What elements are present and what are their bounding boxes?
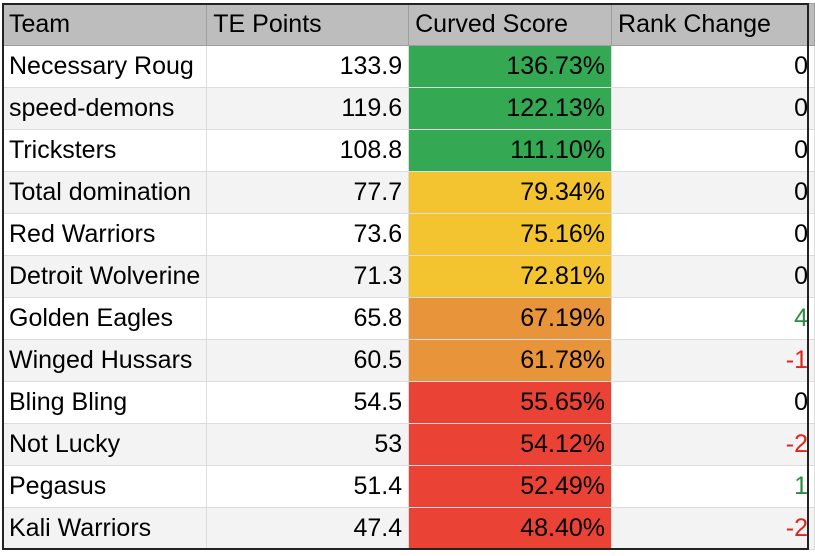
rank-change-cell[interactable]: 0 (611, 129, 815, 172)
te-points-cell[interactable]: 77.7 (206, 171, 410, 214)
header-team[interactable]: Team (1, 3, 208, 46)
table-row: Necessary Roug 133.9 136.73% 0 (1, 45, 815, 88)
table-row: Pegasus 51.4 52.49% 1 (1, 465, 815, 508)
table-row: Red Warriors 73.6 75.16% 0 (1, 213, 815, 256)
table-row: Bling Bling 54.5 55.65% 0 (1, 381, 815, 424)
team-cell[interactable]: Bling Bling (1, 381, 208, 424)
team-cell[interactable]: speed-demons (1, 87, 208, 130)
te-points-cell[interactable]: 108.8 (206, 129, 410, 172)
header-rank-change[interactable]: Rank Change (611, 3, 815, 46)
team-cell[interactable]: Pegasus (1, 465, 208, 508)
curved-score-cell[interactable]: 72.81% (408, 255, 613, 298)
te-points-cell[interactable]: 53 (206, 423, 410, 466)
rank-change-cell[interactable]: -1 (611, 339, 815, 382)
te-points-cell[interactable]: 133.9 (206, 45, 410, 88)
te-points-cell[interactable]: 65.8 (206, 297, 410, 340)
team-cell[interactable]: Not Lucky (1, 423, 208, 466)
rank-change-cell[interactable]: 0 (611, 45, 815, 88)
rank-change-cell[interactable]: 0 (611, 87, 815, 130)
curved-score-cell[interactable]: 54.12% (408, 423, 613, 466)
curved-score-cell[interactable]: 67.19% (408, 297, 613, 340)
header-row: Team TE Points Curved Score Rank Change (1, 3, 815, 46)
rank-change-cell[interactable]: 0 (611, 255, 815, 298)
rank-change-cell[interactable]: 4 (611, 297, 815, 340)
table-row: Winged Hussars 60.5 61.78% -1 (1, 339, 815, 382)
curved-score-cell[interactable]: 79.34% (408, 171, 613, 214)
team-cell[interactable]: Necessary Roug (1, 45, 208, 88)
team-cell[interactable]: Total domination (1, 171, 208, 214)
rank-change-cell[interactable]: 1 (611, 465, 815, 508)
curved-score-cell[interactable]: 48.40% (408, 507, 613, 550)
team-cell[interactable]: Kali Warriors (1, 507, 208, 550)
team-cell[interactable]: Tricksters (1, 129, 208, 172)
curved-score-cell[interactable]: 52.49% (408, 465, 613, 508)
table-row: Golden Eagles 65.8 67.19% 4 (1, 297, 815, 340)
curved-score-cell[interactable]: 61.78% (408, 339, 613, 382)
te-points-cell[interactable]: 71.3 (206, 255, 410, 298)
team-cell[interactable]: Golden Eagles (1, 297, 208, 340)
team-cell[interactable]: Red Warriors (1, 213, 208, 256)
rank-change-cell[interactable]: -2 (611, 507, 815, 550)
rank-change-cell[interactable]: -2 (611, 423, 815, 466)
table-row: Not Lucky 53 54.12% -2 (1, 423, 815, 466)
team-cell[interactable]: Winged Hussars (1, 339, 208, 382)
te-points-cell[interactable]: 47.4 (206, 507, 410, 550)
te-points-cell[interactable]: 60.5 (206, 339, 410, 382)
table-row: Total domination 77.7 79.34% 0 (1, 171, 815, 214)
rank-change-cell[interactable]: 0 (611, 213, 815, 256)
curved-score-cell[interactable]: 122.13% (408, 87, 613, 130)
te-points-cell[interactable]: 119.6 (206, 87, 410, 130)
te-points-cell[interactable]: 73.6 (206, 213, 410, 256)
standings-table: Team TE Points Curved Score Rank Change … (1, 3, 815, 550)
te-points-cell[interactable]: 51.4 (206, 465, 410, 508)
table-row: Kali Warriors 47.4 48.40% -2 (1, 507, 815, 550)
curved-score-cell[interactable]: 111.10% (408, 129, 613, 172)
te-points-cell[interactable]: 54.5 (206, 381, 410, 424)
curved-score-cell[interactable]: 75.16% (408, 213, 613, 256)
team-cell[interactable]: Detroit Wolverine (1, 255, 208, 298)
rank-change-cell[interactable]: 0 (611, 381, 815, 424)
header-te-points[interactable]: TE Points (206, 3, 410, 46)
curved-score-cell[interactable]: 55.65% (408, 381, 613, 424)
curved-score-cell[interactable]: 136.73% (408, 45, 613, 88)
table-row: Detroit Wolverine 71.3 72.81% 0 (1, 255, 815, 298)
header-curved-score[interactable]: Curved Score (408, 3, 613, 46)
table-row: speed-demons 119.6 122.13% 0 (1, 87, 815, 130)
table-row: Tricksters 108.8 111.10% 0 (1, 129, 815, 172)
rank-change-cell[interactable]: 0 (611, 171, 815, 214)
